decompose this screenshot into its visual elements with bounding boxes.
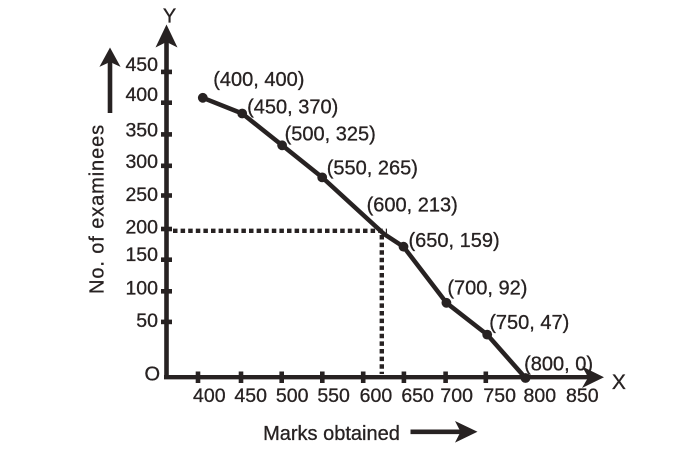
- svg-text:450: 450: [125, 54, 158, 76]
- svg-text:800: 800: [524, 385, 557, 407]
- svg-text:(800, 0): (800, 0): [524, 353, 593, 375]
- svg-text:(750, 47): (750, 47): [489, 312, 569, 334]
- svg-text:(700, 92): (700, 92): [447, 277, 527, 299]
- svg-text:250: 250: [125, 184, 158, 206]
- svg-text:300: 300: [125, 151, 158, 173]
- svg-text:No. of examinees: No. of examinees: [86, 124, 108, 294]
- svg-text:(450, 370): (450, 370): [247, 96, 338, 118]
- svg-text:350: 350: [125, 120, 158, 142]
- svg-text:150: 150: [125, 244, 158, 266]
- svg-text:100: 100: [125, 278, 158, 300]
- svg-text:(500, 325): (500, 325): [285, 124, 376, 146]
- svg-text:(600, 213): (600, 213): [367, 195, 458, 217]
- svg-text:(650, 159): (650, 159): [409, 230, 500, 252]
- svg-text:450: 450: [234, 385, 267, 407]
- svg-text:500: 500: [276, 385, 309, 407]
- svg-text:Y: Y: [163, 5, 176, 27]
- svg-text:(550, 265): (550, 265): [327, 158, 418, 180]
- svg-text:200: 200: [125, 217, 158, 239]
- svg-text:400: 400: [193, 385, 226, 407]
- svg-text:550: 550: [317, 385, 350, 407]
- svg-text:850: 850: [566, 385, 599, 407]
- svg-text:50: 50: [136, 310, 158, 332]
- svg-text:Marks obtained: Marks obtained: [263, 423, 400, 445]
- svg-text:700: 700: [440, 385, 473, 407]
- svg-text:O: O: [144, 364, 160, 386]
- svg-text:X: X: [612, 371, 626, 394]
- svg-text:650: 650: [401, 385, 434, 407]
- svg-text:400: 400: [125, 84, 158, 106]
- svg-text:(400, 400): (400, 400): [213, 69, 304, 91]
- svg-text:750: 750: [483, 385, 516, 407]
- svg-text:600: 600: [360, 385, 393, 407]
